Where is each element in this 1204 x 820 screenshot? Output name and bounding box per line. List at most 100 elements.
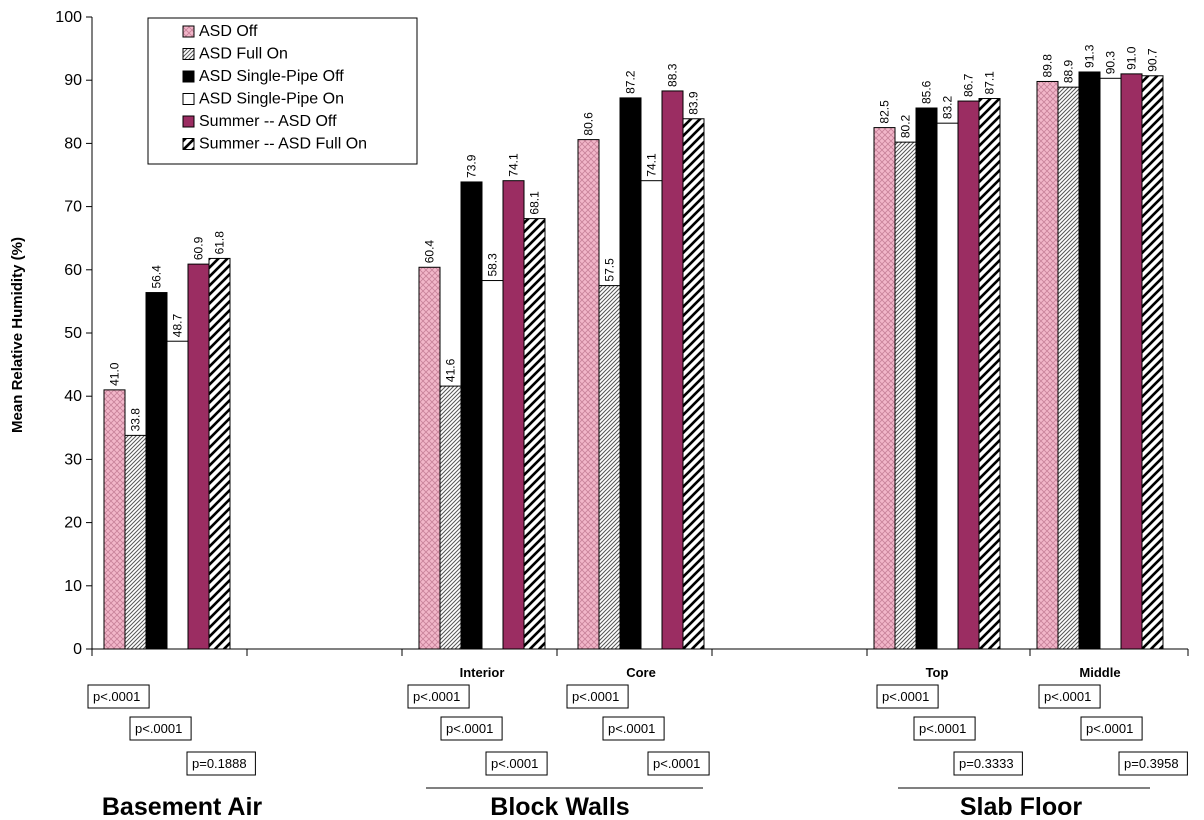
p-value-text: p<.0001 xyxy=(1086,721,1133,736)
bar-value-label: 85.6 xyxy=(920,80,934,104)
y-tick-label: 30 xyxy=(64,451,82,468)
bar-value-label: 91.3 xyxy=(1083,44,1097,68)
bar xyxy=(682,118,705,650)
p-value-text: p<.0001 xyxy=(572,689,619,704)
p-value-box xyxy=(647,751,710,776)
y-axis: 0 10 20 30 40 50 60 70 80 90 100 xyxy=(55,9,93,658)
bar xyxy=(936,122,959,650)
bar-value-label: 90.3 xyxy=(1104,51,1118,75)
bar-value-label: 90.7 xyxy=(1146,48,1160,72)
bar-value-label: 60.9 xyxy=(192,236,206,260)
bar xyxy=(873,127,896,650)
bar xyxy=(640,180,663,650)
y-tick-label: 0 xyxy=(73,641,82,658)
bar-value-label: 86.7 xyxy=(962,73,976,97)
bar-value-label: 33.8 xyxy=(129,408,143,432)
legend: ASD Off ASD Full On ASD Single-Pipe Off ASD… xyxy=(147,17,418,165)
bar xyxy=(439,385,462,650)
bar-value-label: 91.0 xyxy=(1125,46,1139,70)
bar-value-label: 48.7 xyxy=(171,314,185,338)
bar xyxy=(460,181,483,650)
legend-entry: Summer -- ASD Off xyxy=(199,113,337,130)
category-label: Core xyxy=(626,665,656,680)
p-value-box xyxy=(1080,716,1143,741)
y-tick-label: 100 xyxy=(55,9,82,26)
group-labels: Basement Air Block Walls Slab Floor xyxy=(102,787,1150,820)
bar-value-label: 88.3 xyxy=(666,63,680,87)
bar xyxy=(124,434,147,650)
bar-value-label: 56.4 xyxy=(150,265,164,289)
bar-value-label: 89.8 xyxy=(1041,54,1055,78)
p-value-box xyxy=(485,751,548,776)
bar-value-label: 74.1 xyxy=(507,153,521,177)
p-value-box xyxy=(876,684,939,709)
legend-entry: Summer -- ASD Full On xyxy=(199,136,367,153)
x-axis xyxy=(91,648,1189,656)
legend-entry: ASD Off xyxy=(199,23,258,40)
bar-value-label: 83.2 xyxy=(941,95,955,119)
p-value-box xyxy=(87,684,150,709)
legend-swatch xyxy=(182,138,195,150)
bar xyxy=(619,97,642,650)
bar xyxy=(166,340,189,650)
legend-entry: ASD Full On xyxy=(199,46,288,63)
bar-value-label: 41.0 xyxy=(108,362,122,386)
bar xyxy=(1099,77,1122,650)
legend-swatch xyxy=(182,48,195,60)
bar-value-label: 83.9 xyxy=(687,91,701,115)
p-value-box xyxy=(1038,684,1101,709)
p-value-box xyxy=(186,751,256,776)
bar-value-label: 57.5 xyxy=(603,258,617,282)
bar-value-label: 87.1 xyxy=(983,71,997,95)
p-value-text: p<.0001 xyxy=(93,689,140,704)
p-value-text: p<.0001 xyxy=(413,689,460,704)
bar xyxy=(145,292,168,650)
bar xyxy=(661,90,684,650)
bar-value-label: 58.3 xyxy=(486,253,500,277)
legend-swatch xyxy=(182,115,195,128)
bar xyxy=(915,107,938,650)
bar xyxy=(103,389,126,650)
bar xyxy=(1141,75,1164,650)
legend-entry: ASD Single-Pipe On xyxy=(199,91,344,108)
bar xyxy=(957,100,980,650)
bar xyxy=(502,180,525,650)
legend-entry: ASD Single-Pipe Off xyxy=(199,68,344,85)
p-value-text: p=0.3333 xyxy=(959,756,1014,771)
p-value-box xyxy=(407,684,470,709)
y-tick-label: 50 xyxy=(64,325,82,342)
p-value-box xyxy=(602,716,665,741)
legend-swatch xyxy=(182,70,195,83)
p-value-text: p=0.3958 xyxy=(1124,756,1179,771)
bar-value-label: 61.8 xyxy=(213,231,227,255)
bar xyxy=(418,266,441,650)
bar-value-label: 80.2 xyxy=(899,114,913,138)
bar xyxy=(481,280,504,650)
y-tick-label: 40 xyxy=(64,388,82,405)
category-labels: Interior Core Top Middle xyxy=(460,665,1121,680)
bar-value-label: 60.4 xyxy=(423,240,437,264)
value-labels: 41.0 60.4 80.6 82.5 89.8 33.8 41.6 57.5 80.2 88.9… xyxy=(108,44,1160,431)
y-tick-label: 80 xyxy=(64,135,82,152)
p-value-box xyxy=(1118,751,1188,776)
p-value-text: p<.0001 xyxy=(919,721,966,736)
y-tick-label: 20 xyxy=(64,515,82,532)
p-value-box xyxy=(129,716,192,741)
p-value-box xyxy=(953,751,1023,776)
bar-value-label: 82.5 xyxy=(878,100,892,124)
bar xyxy=(523,218,546,650)
legend-swatch xyxy=(182,25,195,38)
p-value-text: p=0.1888 xyxy=(192,756,247,771)
bar xyxy=(598,285,621,650)
bar-value-label: 74.1 xyxy=(645,153,659,177)
p-value-text: p<.0001 xyxy=(446,721,493,736)
p-value-annotations: p<.0001 p<.0001 p=0.1888 p<.0001 p<.0001 p<.0… xyxy=(87,684,1188,776)
y-tick-label: 90 xyxy=(64,72,82,89)
y-tick-label: 70 xyxy=(64,199,82,216)
group-label: Block Walls xyxy=(490,793,629,820)
category-label: Interior xyxy=(460,665,505,680)
y-tick-label: 60 xyxy=(64,262,82,279)
p-value-text: p<.0001 xyxy=(608,721,655,736)
p-value-text: p<.0001 xyxy=(491,756,538,771)
